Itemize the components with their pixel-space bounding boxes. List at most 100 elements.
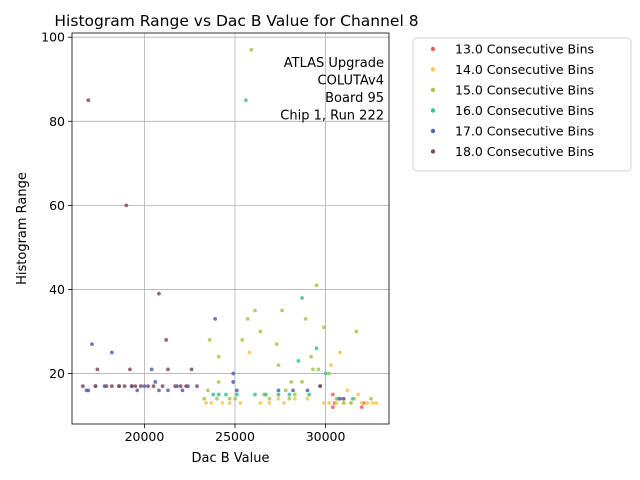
data-point <box>133 384 138 389</box>
data-point <box>249 47 254 52</box>
data-point <box>157 388 161 393</box>
data-point <box>303 316 308 321</box>
data-point <box>311 367 315 372</box>
legend-marker <box>430 128 436 134</box>
data-point <box>341 401 346 405</box>
data-point <box>195 384 199 389</box>
data-point <box>95 367 100 372</box>
data-point <box>160 384 165 389</box>
data-point <box>323 371 328 376</box>
legend-marker <box>430 87 436 93</box>
data-point <box>117 384 121 389</box>
data-point <box>276 363 281 368</box>
data-point <box>321 325 326 330</box>
data-point <box>253 392 257 397</box>
data-point <box>205 388 210 393</box>
legend-label: 14.0 Consecutive Bins <box>455 62 594 77</box>
data-point <box>124 203 129 208</box>
data-point <box>207 338 212 342</box>
data-point <box>80 384 85 389</box>
data-point <box>280 308 285 313</box>
legend-marker <box>430 46 436 52</box>
data-point <box>173 384 178 389</box>
data-point <box>318 384 323 389</box>
data-point <box>216 392 221 397</box>
data-point <box>349 401 353 405</box>
data-point <box>289 380 294 384</box>
annotation-line: COLUTAv4 <box>318 74 384 89</box>
x-axis-ticks: 20000 25000 30000 <box>125 424 346 444</box>
series-5-points <box>84 316 342 401</box>
data-point <box>305 388 310 393</box>
y-tick-label: 80 <box>49 114 65 129</box>
legend-label: 13.0 Consecutive Bins <box>455 42 594 57</box>
data-point <box>166 388 170 393</box>
data-point <box>243 98 248 103</box>
data-point <box>300 295 304 300</box>
data-point <box>274 342 279 347</box>
data-point <box>292 392 297 397</box>
data-point <box>138 384 143 389</box>
legend-label: 15.0 Consecutive Bins <box>455 83 594 98</box>
data-point <box>258 401 263 405</box>
data-point <box>296 359 301 363</box>
series-1-points <box>330 392 366 410</box>
data-point <box>300 380 304 384</box>
data-point <box>350 396 355 401</box>
data-point <box>202 396 207 401</box>
data-point <box>354 329 359 334</box>
data-point <box>209 401 214 405</box>
data-point <box>258 329 263 334</box>
y-axis-ticks: 20 40 60 80 100 <box>41 30 72 381</box>
data-point <box>166 367 170 372</box>
data-point <box>370 401 375 405</box>
annotation-line: ATLAS Upgrade <box>284 56 384 71</box>
data-point <box>359 401 364 405</box>
data-point <box>128 367 132 372</box>
data-point <box>231 371 236 376</box>
legend-label: 16.0 Consecutive Bins <box>455 103 594 118</box>
data-point <box>234 392 239 397</box>
plot-area-frame <box>71 32 390 425</box>
data-point <box>215 396 219 401</box>
data-point <box>267 396 272 401</box>
data-point <box>253 308 257 313</box>
data-point <box>283 388 288 393</box>
data-point <box>338 350 342 355</box>
data-point <box>276 392 281 397</box>
data-point <box>314 283 319 288</box>
data-point <box>282 401 286 405</box>
data-point <box>287 392 292 397</box>
data-point <box>327 401 332 405</box>
data-point <box>233 396 237 401</box>
data-point <box>292 396 297 401</box>
data-point <box>180 388 185 393</box>
data-point <box>135 388 140 393</box>
data-point <box>267 401 272 405</box>
data-point <box>330 405 335 410</box>
x-tick-label: 20000 <box>125 429 165 444</box>
data-point <box>368 396 373 401</box>
data-point <box>321 401 326 405</box>
data-point <box>305 396 310 401</box>
data-point <box>330 392 335 397</box>
data-point <box>224 392 228 397</box>
data-point <box>240 338 245 342</box>
y-tick-label: 100 <box>41 30 65 45</box>
annotation-line: Board 95 <box>325 91 384 106</box>
legend-label: 18.0 Consecutive Bins <box>455 144 594 159</box>
data-point <box>309 354 314 359</box>
data-point <box>189 367 194 372</box>
data-point <box>129 384 134 389</box>
series-4-points <box>211 98 355 401</box>
data-point <box>204 401 208 405</box>
data-point <box>216 354 221 359</box>
data-point <box>359 405 364 410</box>
x-tick-label: 25000 <box>215 429 255 444</box>
legend-marker <box>430 149 436 154</box>
data-point <box>341 396 346 401</box>
data-point <box>151 384 156 389</box>
data-point <box>153 380 158 384</box>
data-point <box>109 350 114 355</box>
